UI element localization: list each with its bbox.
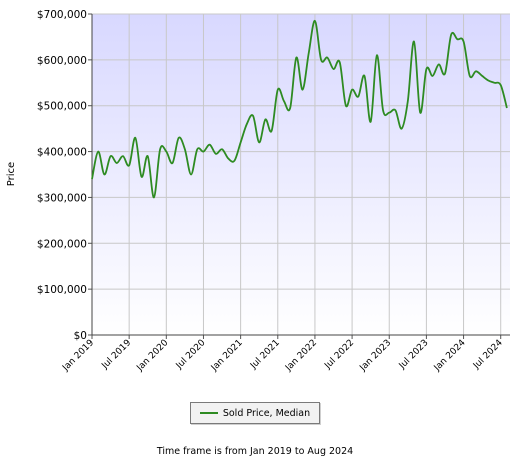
x-tick-label: Jan 2021	[209, 338, 245, 374]
y-tick-label: $0	[74, 330, 87, 342]
x-tick-label: Jan 2020	[135, 338, 171, 374]
x-tick-label: Jan 2024	[432, 338, 468, 374]
y-axis-label: Price	[6, 162, 17, 186]
series-layer	[91, 19, 508, 199]
x-tick-labels: Jan 2019 Jul 2019 Jan 2020 Jul 2020 Jan 2021…	[60, 338, 505, 374]
x-tick-label: Jan 2023	[358, 338, 394, 374]
x-tick-label: Jul 2019	[100, 338, 134, 372]
legend-swatch	[199, 412, 218, 414]
gridlines	[88, 13, 510, 339]
y-tick-label: $600,000	[37, 55, 87, 67]
series-line-sold-price-median	[91, 19, 508, 199]
legend: Sold Price, Median	[190, 402, 320, 424]
x-tick-label: Jul 2024	[471, 338, 505, 372]
timeframe-note: Time frame is from Jan 2019 to Aug 2024	[156, 446, 354, 457]
y-tick-label: $400,000	[37, 147, 87, 159]
x-tick-label: Jan 2019	[60, 338, 96, 374]
x-tick-label: Jan 2022	[283, 338, 319, 374]
y-tick-label: $300,000	[37, 192, 87, 204]
y-tick-label: $500,000	[37, 101, 87, 113]
y-tick-label: $200,000	[37, 238, 87, 250]
x-tick-label: Jul 2020	[174, 338, 208, 372]
x-tick-label: Jul 2023	[397, 338, 431, 372]
legend-label: Sold Price, Median	[222, 407, 311, 419]
y-tick-labels: $0 $100,000 $200,000 $300,000 $400,000 $500,0…	[37, 9, 87, 342]
x-tick-label: Jul 2022	[323, 338, 357, 372]
y-tick-label: $700,000	[37, 9, 87, 21]
x-tick-label: Jul 2021	[248, 338, 282, 372]
y-tick-label: $100,000	[37, 284, 87, 296]
